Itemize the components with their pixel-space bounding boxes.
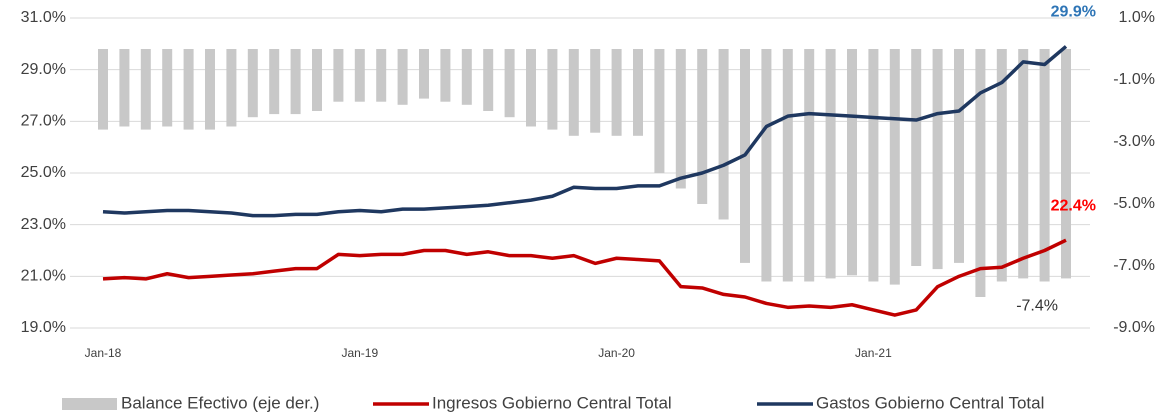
- data-label: -7.4%: [1016, 298, 1058, 315]
- y2-tick-label: -1.0%: [1113, 71, 1155, 88]
- bar: [226, 49, 237, 127]
- bar: [98, 49, 108, 130]
- bar: [483, 49, 494, 111]
- y-tick-label: 31.0%: [21, 9, 66, 26]
- bar: [162, 49, 173, 127]
- x-tick-label: Jan-18: [85, 346, 122, 360]
- bar: [697, 49, 708, 204]
- bar: [675, 49, 686, 189]
- x-tick-label: Jan-20: [598, 346, 635, 360]
- bar: [504, 49, 515, 118]
- bar: [247, 49, 258, 118]
- bar: [183, 49, 194, 130]
- bar: [975, 49, 986, 297]
- bar: [333, 49, 344, 102]
- y2-tick-label: -7.0%: [1113, 257, 1155, 274]
- bar: [440, 49, 451, 102]
- bar: [932, 49, 943, 270]
- y2-tick-label: -9.0%: [1113, 319, 1155, 336]
- bar: [782, 49, 793, 282]
- bar: [996, 49, 1007, 282]
- bar: [590, 49, 601, 133]
- bar: [633, 49, 643, 136]
- bar: [654, 49, 665, 173]
- y2-tick-label: -3.0%: [1113, 133, 1155, 150]
- line-series: [102, 45, 1068, 218]
- legend-label: Ingresos Gobierno Central Total: [432, 393, 672, 412]
- bar: [847, 49, 857, 276]
- data-label: 22.4%: [1051, 197, 1096, 214]
- legend-label: Gastos Gobierno Central Total: [816, 393, 1044, 412]
- bar: [954, 49, 964, 263]
- x-tick-label: Jan-21: [855, 346, 892, 360]
- y2-tick-label: 1.0%: [1119, 9, 1155, 26]
- bar: [419, 49, 429, 99]
- y-tick-label: 19.0%: [21, 319, 66, 336]
- legend-swatch: [62, 398, 117, 410]
- bar: [1061, 49, 1071, 279]
- bar: [119, 49, 130, 127]
- bar: [269, 49, 280, 115]
- y-tick-label: 25.0%: [21, 164, 66, 181]
- y2-tick-label: -5.0%: [1113, 195, 1155, 212]
- bar: [526, 49, 536, 127]
- bar: [140, 49, 151, 130]
- bar: [761, 49, 772, 282]
- bar: [461, 49, 472, 105]
- bar: [568, 49, 579, 136]
- bar: [825, 49, 836, 279]
- bar: [611, 49, 622, 136]
- bar: [376, 49, 387, 102]
- bar: [354, 49, 365, 102]
- y-tick-label: 27.0%: [21, 113, 66, 130]
- legend-label: Balance Efectivo (eje der.): [121, 393, 319, 412]
- line-series: [102, 238, 1067, 317]
- bar: [1039, 49, 1050, 282]
- bar: [397, 49, 408, 105]
- bar: [804, 49, 815, 282]
- bar: [547, 49, 558, 130]
- bar: [911, 49, 922, 266]
- bar: [718, 49, 729, 220]
- y-tick-label: 23.0%: [21, 216, 66, 233]
- bar: [889, 49, 900, 285]
- y-tick-label: 29.0%: [21, 61, 66, 78]
- bar: [312, 49, 322, 111]
- bar: [868, 49, 879, 282]
- bar: [205, 49, 215, 130]
- y-tick-label: 21.0%: [21, 268, 66, 285]
- x-tick-label: Jan-19: [341, 346, 378, 360]
- bar: [1018, 49, 1029, 279]
- bar: [290, 49, 301, 115]
- data-label: 29.9%: [1051, 4, 1096, 21]
